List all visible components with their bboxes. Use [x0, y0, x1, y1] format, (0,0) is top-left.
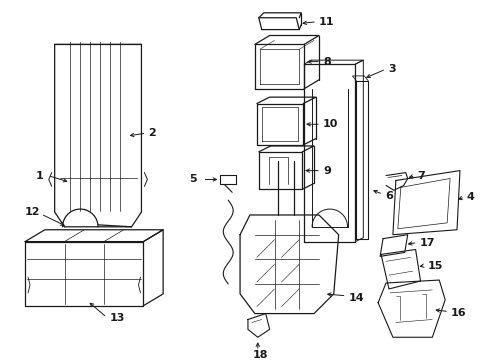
Text: 8: 8 [322, 57, 330, 67]
Text: 2: 2 [148, 128, 156, 138]
Text: 18: 18 [252, 350, 268, 360]
Text: 3: 3 [387, 64, 395, 74]
Text: 13: 13 [110, 312, 125, 323]
Text: 7: 7 [417, 171, 425, 180]
Text: 10: 10 [322, 119, 338, 129]
Text: 14: 14 [348, 293, 364, 303]
Text: 4: 4 [466, 192, 474, 202]
Text: 16: 16 [450, 307, 466, 318]
Text: 17: 17 [419, 238, 434, 248]
Text: 1: 1 [36, 171, 43, 180]
Text: 5: 5 [188, 175, 196, 184]
Text: 6: 6 [384, 191, 392, 201]
Text: 9: 9 [322, 166, 330, 176]
Text: 15: 15 [427, 261, 442, 271]
Text: 12: 12 [25, 207, 41, 217]
Text: 11: 11 [318, 17, 334, 27]
